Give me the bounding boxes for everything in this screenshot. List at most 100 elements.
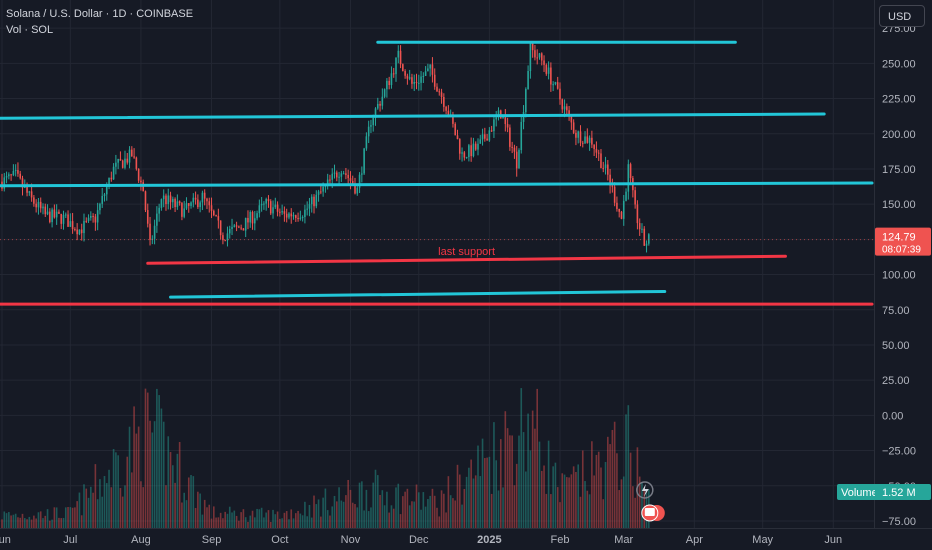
volume-bar (486, 457, 488, 528)
volume-bar (76, 501, 78, 528)
volume-bar (108, 469, 110, 528)
candle-body (395, 57, 397, 75)
candle-body (625, 191, 627, 201)
x-tick-label: Oct (271, 534, 288, 546)
volume-bar (158, 395, 160, 528)
candle-body (506, 124, 509, 128)
candle-body (144, 191, 147, 211)
candle-body (10, 174, 12, 176)
volume-bar (44, 515, 47, 528)
candle-body (128, 149, 131, 163)
volume-bar (465, 476, 468, 528)
candle-body (513, 147, 516, 152)
volume-bar (60, 518, 63, 528)
lightning-event-icon (636, 481, 654, 499)
candle-body (162, 195, 165, 200)
candle-body (504, 117, 507, 125)
volume-bar (579, 496, 582, 528)
candle-body (256, 213, 258, 219)
volume-bar (331, 506, 334, 528)
candle-body (438, 91, 441, 93)
candle-body (176, 201, 179, 208)
volume-bar (402, 496, 404, 528)
volume-bar (365, 489, 368, 528)
candle-body (228, 229, 231, 234)
volume-bar (174, 482, 176, 528)
volume-bar (388, 512, 390, 528)
volume-bar (119, 488, 122, 528)
candle-body (274, 204, 277, 208)
volume-bar (203, 499, 206, 528)
candle-body (96, 210, 99, 223)
volume-bar (172, 465, 174, 528)
volume-bar (274, 514, 277, 528)
y-tick-label: 225.00 (882, 94, 916, 106)
volume-bar (445, 512, 447, 528)
candle-body (121, 160, 124, 168)
volume-bar (281, 518, 283, 528)
candle-body (80, 229, 83, 234)
candle-body (586, 136, 589, 143)
candle-body (383, 89, 386, 97)
candle-body (126, 158, 129, 163)
candle-body (370, 125, 372, 127)
candle-body (556, 82, 559, 89)
y-tick-label: 150.00 (882, 199, 916, 211)
currency-button[interactable]: USD (879, 5, 925, 27)
volume-bar (397, 483, 400, 528)
candle-body (413, 82, 416, 84)
candle-body (443, 96, 445, 107)
candle-body (531, 43, 534, 51)
volume-bar (17, 517, 19, 528)
candle-body (105, 186, 108, 195)
x-tick-label: Feb (550, 534, 569, 546)
volume-tag-value: 1.52 M (882, 487, 916, 499)
volume-bar (347, 479, 349, 528)
volume-bar (69, 507, 72, 528)
candle-body (636, 204, 639, 224)
candle-body (620, 211, 623, 219)
candle-body (627, 164, 630, 192)
candle-body (322, 186, 324, 192)
candle-body (431, 64, 434, 75)
candle-body (217, 216, 220, 221)
volume-bar (447, 476, 450, 528)
volume-bar (208, 504, 211, 528)
candle-body (213, 210, 215, 216)
volume-bar (618, 490, 620, 528)
candle-body (288, 213, 290, 218)
candle-body (35, 203, 37, 208)
candle-body (604, 164, 607, 169)
volume-bar (226, 513, 229, 528)
candle-body (342, 173, 345, 175)
candle-body (313, 196, 315, 207)
volume-bar (192, 476, 195, 528)
volume-bar (499, 439, 502, 528)
candle-body (85, 220, 88, 222)
candle-body (493, 119, 495, 132)
candle-body (536, 57, 539, 59)
volume-bar (320, 516, 322, 528)
candle-body (135, 157, 138, 169)
volume-bar (372, 482, 375, 528)
volume-bar (395, 487, 397, 528)
candle-body (301, 216, 304, 218)
volume-bar (613, 421, 616, 528)
volume-bar (176, 453, 179, 528)
volume-bar (112, 449, 115, 528)
candle-body (235, 225, 238, 227)
volume-bar (561, 473, 564, 528)
candle-body (472, 143, 475, 157)
candle-body (406, 75, 409, 79)
candle-body (172, 198, 174, 203)
volume-bar (231, 512, 233, 528)
volume-bar (559, 502, 561, 528)
volume-bar (5, 513, 8, 528)
volume-bar (504, 411, 507, 528)
volume-bar (58, 517, 60, 528)
volume-bar (310, 517, 313, 528)
volume-bar (591, 441, 593, 528)
candle-body (458, 139, 461, 154)
candle-body (588, 137, 591, 143)
